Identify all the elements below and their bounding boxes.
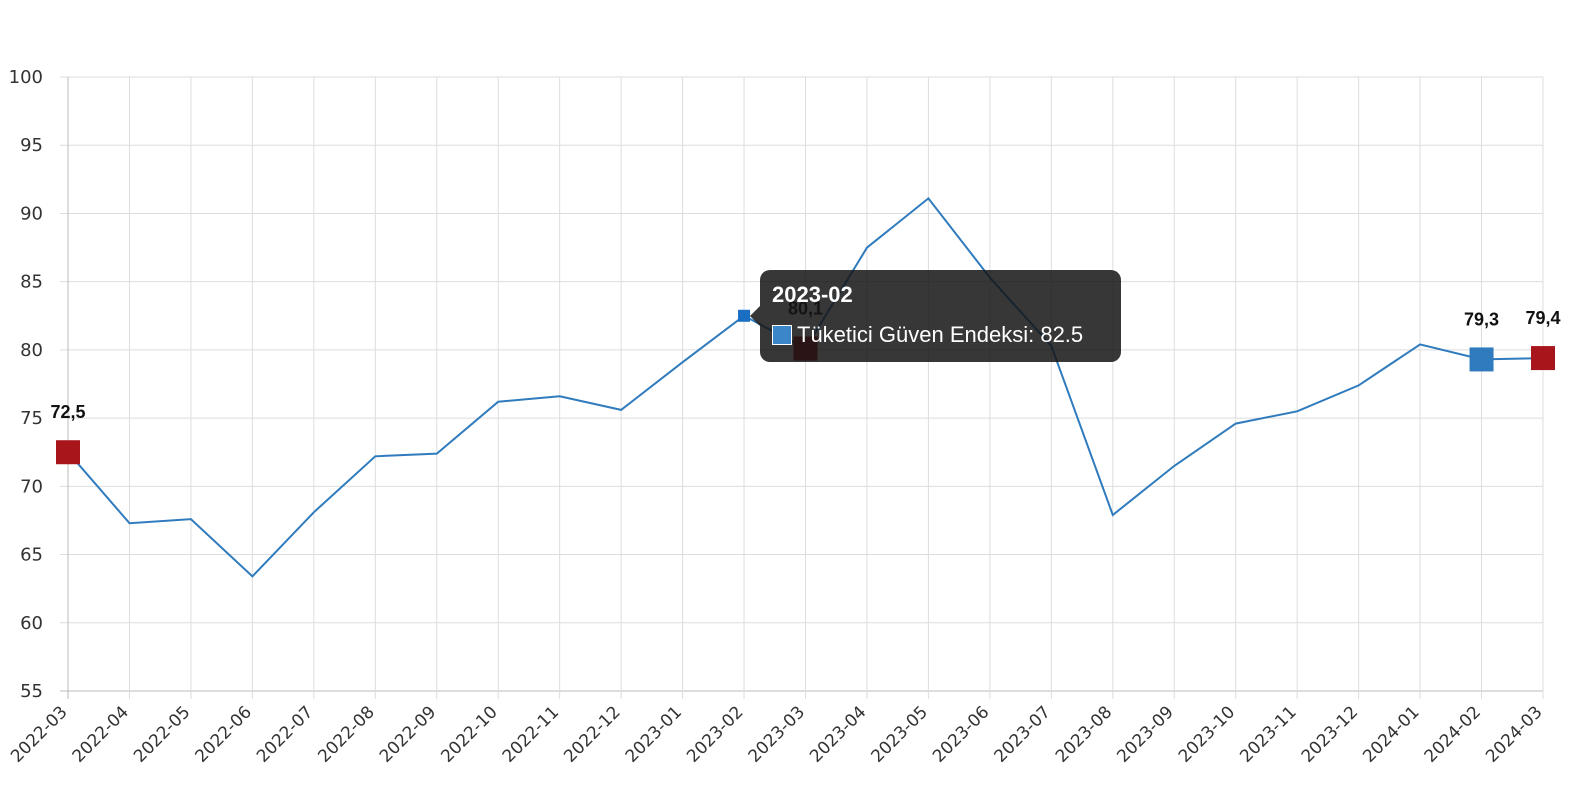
x-tick-label: 2022-08	[314, 702, 378, 766]
tooltip-title: 2023-02	[772, 282, 853, 307]
x-tick-label: 2023-02	[683, 702, 747, 766]
y-tick-label: 65	[20, 545, 43, 566]
x-tick-label: 2022-07	[253, 702, 317, 766]
y-tick-label: 75	[20, 408, 43, 429]
x-tick-label: 2024-03	[1482, 702, 1546, 766]
x-tick-label: 2023-10	[1175, 702, 1239, 766]
data-label: 72,5	[50, 402, 85, 422]
x-tick-label: 2022-11	[499, 702, 563, 766]
x-tick-label: 2023-03	[745, 702, 809, 766]
x-tick-label: 2022-10	[437, 702, 501, 766]
highlight-marker[interactable]	[1531, 346, 1555, 371]
y-tick-label: 100	[9, 67, 43, 88]
y-tick-label: 60	[20, 613, 43, 634]
x-tick-label: 2024-01	[1359, 702, 1423, 766]
x-tick-label: 2023-01	[622, 702, 686, 766]
tooltip-series-swatch	[772, 325, 792, 345]
x-axis: 2022-032022-042022-052022-062022-072022-…	[7, 702, 1546, 766]
y-tick-label: 95	[20, 135, 43, 156]
x-tick-label: 2022-06	[192, 702, 256, 766]
x-tick-label: 2023-11	[1236, 702, 1300, 766]
highlight-marker[interactable]	[1469, 347, 1494, 372]
y-tick-label: 85	[20, 272, 43, 293]
x-tick-label: 2023-04	[806, 702, 870, 766]
tooltip-row: Tüketici Güven Endeksi: 82.5	[772, 322, 1109, 348]
x-tick-label: 2023-08	[1052, 702, 1116, 766]
x-tick-label: 2023-12	[1298, 702, 1362, 766]
x-tick-label: 2022-09	[376, 702, 440, 766]
tooltip-arrow	[750, 306, 760, 326]
x-tick-label: 2022-04	[69, 702, 133, 766]
x-tick-label: 2022-12	[560, 702, 624, 766]
x-tick-label: 2023-07	[991, 702, 1055, 766]
x-tick-label: 2022-03	[7, 702, 71, 766]
x-tick-label: 2024-02	[1421, 702, 1485, 766]
data-label: 79,4	[1525, 308, 1560, 328]
y-tick-label: 70	[20, 476, 43, 497]
highlight-marker[interactable]	[56, 440, 80, 465]
data-label: 79,3	[1464, 309, 1499, 329]
y-axis: 55 60 65 70 75 80 85 90 95 100	[9, 67, 43, 702]
active-point-marker[interactable]	[738, 309, 751, 322]
y-tick-label: 55	[20, 681, 43, 702]
tooltip: 2023-02 Tüketici Güven Endeksi: 82.5	[760, 270, 1121, 362]
grid-lines	[60, 76, 1544, 699]
x-tick-label: 2023-05	[868, 702, 932, 766]
y-tick-label: 80	[20, 340, 43, 361]
x-tick-label: 2023-06	[929, 702, 993, 766]
y-tick-label: 90	[20, 203, 43, 224]
tooltip-value: Tüketici Güven Endeksi: 82.5	[797, 322, 1084, 347]
active-point[interactable]	[738, 309, 751, 322]
x-tick-label: 2022-05	[130, 702, 194, 766]
x-tick-label: 2023-09	[1113, 702, 1177, 766]
